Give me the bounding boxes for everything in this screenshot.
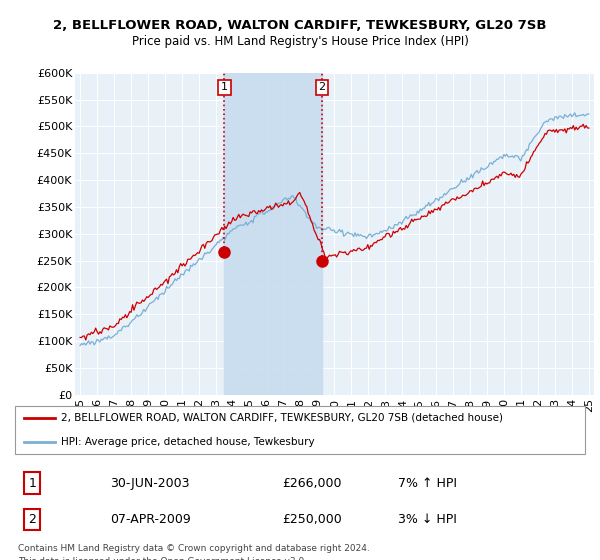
FancyBboxPatch shape xyxy=(15,406,585,454)
Text: 1: 1 xyxy=(28,477,36,489)
Text: 1: 1 xyxy=(221,82,228,92)
Text: 2, BELLFLOWER ROAD, WALTON CARDIFF, TEWKESBURY, GL20 7SB: 2, BELLFLOWER ROAD, WALTON CARDIFF, TEWK… xyxy=(53,18,547,32)
Text: £266,000: £266,000 xyxy=(283,477,342,489)
Bar xyxy=(224,73,322,395)
Text: HPI: Average price, detached house, Tewkesbury: HPI: Average price, detached house, Tewk… xyxy=(61,437,314,447)
Text: 7% ↑ HPI: 7% ↑ HPI xyxy=(398,477,457,489)
Text: Price paid vs. HM Land Registry's House Price Index (HPI): Price paid vs. HM Land Registry's House … xyxy=(131,35,469,49)
Text: 2: 2 xyxy=(28,513,36,526)
Text: Contains HM Land Registry data © Crown copyright and database right 2024.
This d: Contains HM Land Registry data © Crown c… xyxy=(18,544,370,560)
Text: £250,000: £250,000 xyxy=(283,513,343,526)
Text: 2, BELLFLOWER ROAD, WALTON CARDIFF, TEWKESBURY, GL20 7SB (detached house): 2, BELLFLOWER ROAD, WALTON CARDIFF, TEWK… xyxy=(61,413,503,423)
Text: 2: 2 xyxy=(319,82,326,92)
Text: 07-APR-2009: 07-APR-2009 xyxy=(110,513,191,526)
Text: 30-JUN-2003: 30-JUN-2003 xyxy=(110,477,190,489)
Text: 3% ↓ HPI: 3% ↓ HPI xyxy=(398,513,457,526)
